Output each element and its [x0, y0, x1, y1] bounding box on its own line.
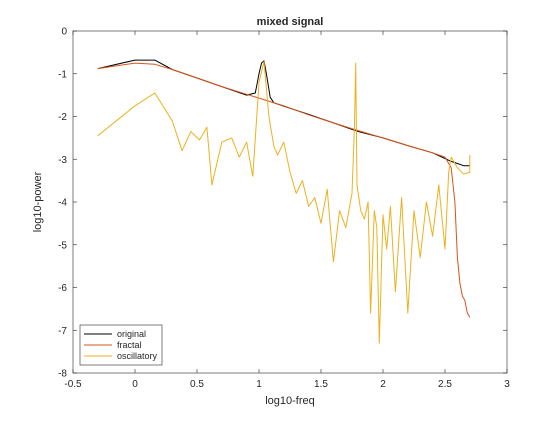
x-tick-label: -0.5 [64, 379, 82, 390]
x-tick-label: 1 [256, 379, 262, 390]
legend-label-original: original [117, 329, 146, 339]
axes-layer: -0.5 0 0.5 1 1.5 2 2.5 3 -8 -7 -6 -5 -4 -3 -2 -1 0 [58, 27, 510, 391]
legend-label-fractal: fractal [117, 340, 142, 350]
chart-title: mixed signal [257, 16, 324, 28]
x-axis-label: log10-freq [265, 395, 315, 407]
x-tick-label: 2 [380, 379, 386, 390]
y-tick-label: -4 [58, 198, 67, 209]
y-tick-label: -7 [58, 326, 67, 337]
x-tick-label: 2.5 [438, 379, 452, 390]
y-tick-label: -3 [58, 155, 67, 166]
y-tick-label: -2 [58, 112, 67, 123]
plot-area [72, 30, 508, 374]
y-axis-label: log10-power [32, 171, 44, 232]
series-layer [97, 59, 471, 344]
series-line-oscillatory [97, 61, 471, 344]
x-tick-label: 0.5 [190, 379, 204, 390]
y-tick-label: -6 [58, 283, 67, 294]
legend: original fractal oscillatory [79, 324, 163, 366]
y-tick-label: 0 [61, 27, 67, 38]
y-tick-label: -5 [58, 240, 67, 251]
series-line-fractal [97, 62, 471, 318]
x-tick-label: 0 [132, 379, 138, 390]
y-tick-label: -8 [58, 369, 67, 380]
x-tick-label: 1.5 [314, 379, 328, 390]
legend-label-oscillatory: oscillatory [117, 351, 158, 361]
y-tick-label: -1 [58, 69, 67, 80]
x-tick-label: 3 [504, 379, 510, 390]
